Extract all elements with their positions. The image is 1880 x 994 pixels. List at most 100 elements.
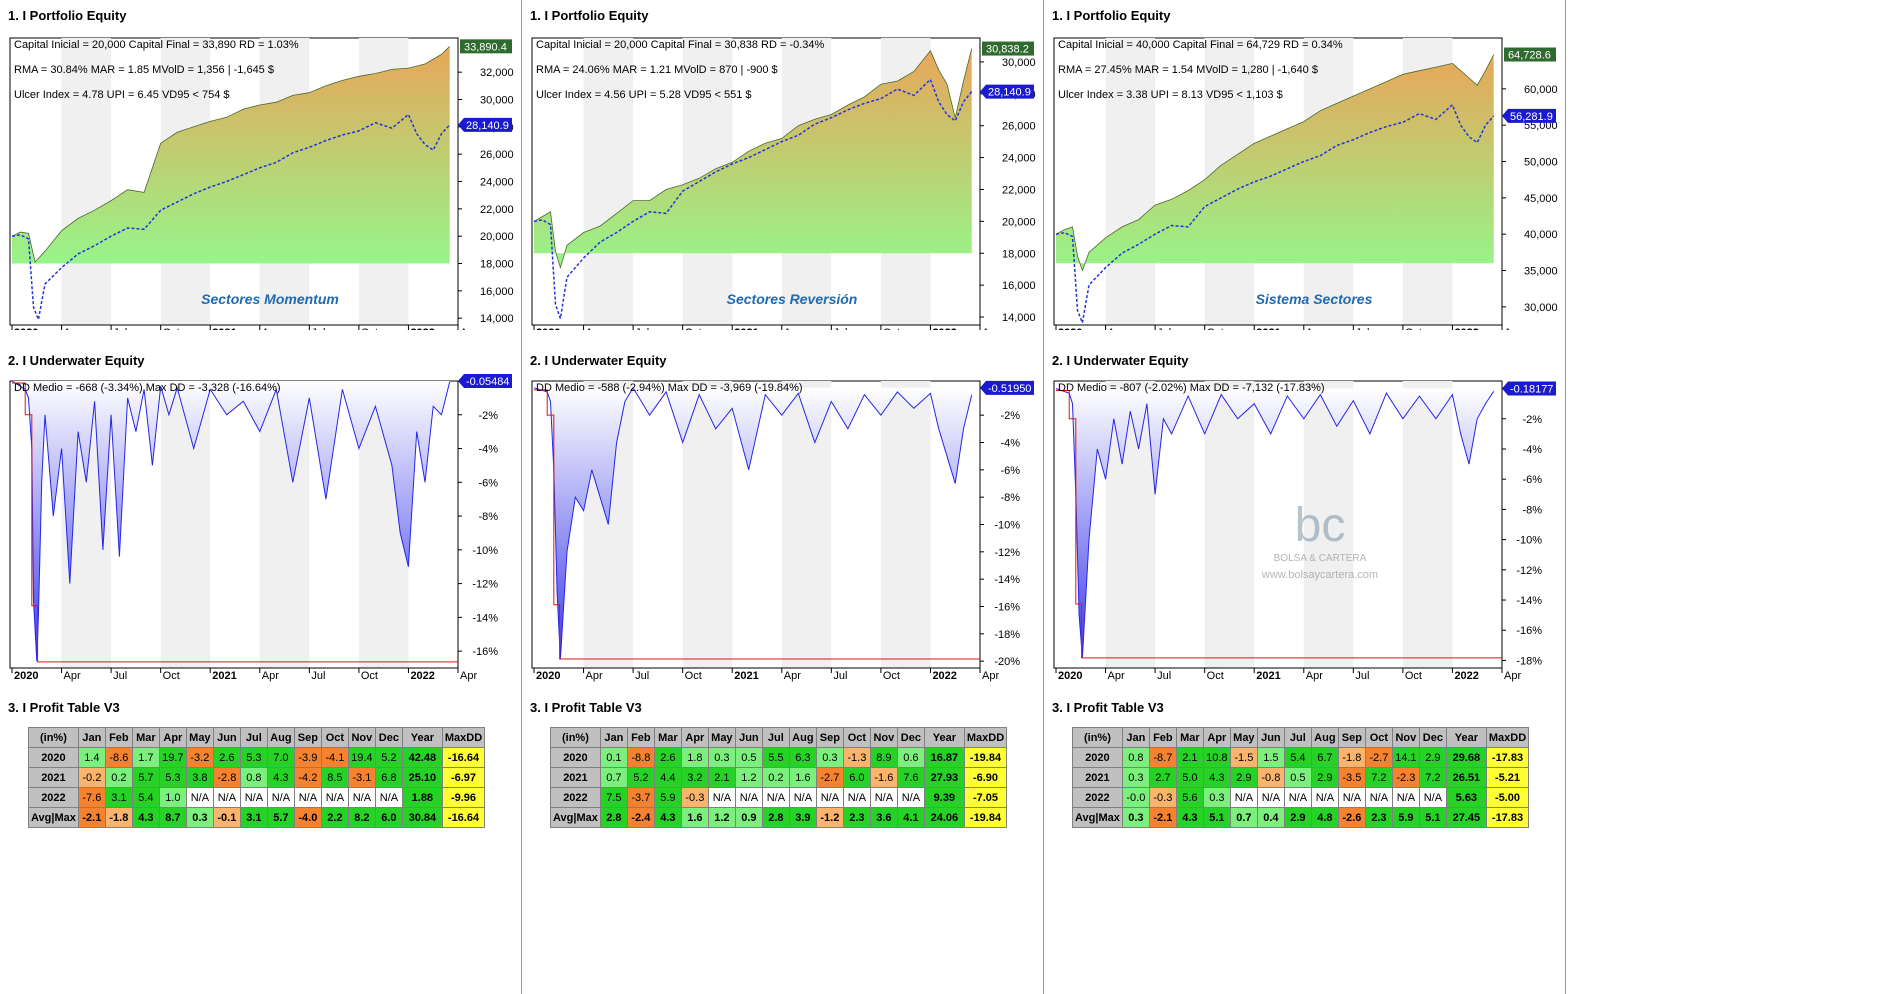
profit-table-header: Apr xyxy=(680,727,709,748)
profit-table-row: Avg|Max 0.3 -2.1 4.3 5.1 0.7 0.4 2.9 4.8 -2.6 2.3 5… xyxy=(1072,807,1530,828)
equity-y-tick-label: 20,000 xyxy=(1002,216,1036,228)
equity-x-tick-label: 2021 xyxy=(1256,327,1280,330)
profit-table-cell: -7.05 xyxy=(963,787,1008,808)
profit-table-header: Jul xyxy=(761,727,790,748)
equity-y-tick-label: 30,000 xyxy=(1524,302,1558,314)
profit-table-cell: 6.0 xyxy=(842,767,871,788)
profit-table-header: (in%) xyxy=(28,727,79,748)
profit-table-cell: -1.8 xyxy=(1337,747,1366,768)
profit-table-header: Aug xyxy=(1310,727,1339,748)
equity-y-tick-label: 16,000 xyxy=(1002,280,1036,292)
underwater-x-tick-label: Oct xyxy=(361,670,378,682)
underwater-x-tick-label: 2022 xyxy=(1454,670,1478,682)
underwater-quarter-band xyxy=(1105,381,1156,668)
underwater-x-tick-label: Apr xyxy=(1504,670,1521,682)
profit-table-cell: N/A xyxy=(1283,787,1312,808)
panel-sectores-reversion: 1. I Portfolio Equity 2020 Apr Jul Oct 2021 A… xyxy=(522,0,1044,994)
profit-table-cell: N/A xyxy=(347,787,376,808)
profit-table-header-row: (in%) Jan Feb Mar Apr May Jun Jul Aug Sep Oct Nov De… xyxy=(28,727,486,748)
equity-y-tick-label: 50,000 xyxy=(1524,157,1558,169)
profit-table-header: Jun xyxy=(1256,727,1285,748)
profit-table-cell: -0.2 xyxy=(77,767,106,788)
profit-table-cell: 30.84 xyxy=(401,807,443,828)
equity-y-tick-label: 35,000 xyxy=(1524,266,1558,278)
profit-table-row-label: 2021 xyxy=(28,767,79,788)
equity-stat-line: Ulcer Index = 3.38 UPI = 8.13 VD95 < 1,1… xyxy=(1058,89,1283,101)
profit-table-header: Nov xyxy=(347,727,376,748)
profit-table: (in%) Jan Feb Mar Apr May Jun Jul Aug Sep Oct Nov De… xyxy=(1072,727,1530,828)
underwater-x-tick-label: Apr xyxy=(1108,670,1125,682)
profit-table-cell: -3.2 xyxy=(185,747,214,768)
equity-y-tick-label: 30,000 xyxy=(480,95,514,107)
profit-table-cell: 2.1 xyxy=(1175,747,1204,768)
underwater-quarter-band xyxy=(160,381,211,668)
equity-x-tick-label: Apr xyxy=(784,327,801,330)
profit-table-cell: -7.6 xyxy=(77,787,106,808)
section-title-underwater: 2. I Underwater Equity xyxy=(530,353,667,368)
profit-table-cell: 2.3 xyxy=(842,807,871,828)
underwater-y-tick-label: -10% xyxy=(1516,535,1542,547)
profit-table-cell: 4.3 xyxy=(653,807,682,828)
profit-table-header: Mar xyxy=(1175,727,1204,748)
benchmark-value-badge-text: 56,281.9 xyxy=(1510,111,1553,123)
underwater-value-badge xyxy=(1502,381,1556,396)
benchmark-line xyxy=(533,78,973,319)
profit-table-cell: 14.1 xyxy=(1391,747,1420,768)
profit-table-header: Aug xyxy=(788,727,817,748)
profit-table-header: MaxDD xyxy=(1485,727,1530,748)
profit-table-cell: -4.1 xyxy=(320,747,349,768)
profit-table-cell: 4.3 xyxy=(131,807,160,828)
underwater-y-tick-label: -2% xyxy=(478,410,498,422)
profit-table-header: MaxDD xyxy=(963,727,1008,748)
equity-quarter-band xyxy=(1105,38,1156,325)
profit-table-cell: N/A xyxy=(761,787,790,808)
equity-y-tick-label: 14,000 xyxy=(480,313,514,325)
profit-table-header: Nov xyxy=(1391,727,1420,748)
equity-stat-line: RMA = 27.45% MAR = 1.54 MVolD = 1,280 | … xyxy=(1058,64,1318,76)
profit-table-cell: -2.6 xyxy=(1337,807,1366,828)
underwater-y-tick-label: -6% xyxy=(1000,465,1020,477)
profit-table-cell: -8.7 xyxy=(1148,747,1177,768)
underwater-y-tick-label: -18% xyxy=(1516,655,1542,667)
profit-table-row: 2020 0.1 -8.8 2.6 1.8 0.3 0.5 5.5 6.3 0.3 -1.3 8.9 0… xyxy=(550,747,1008,768)
profit-table-cell: N/A xyxy=(1229,787,1258,808)
profit-table-header: Oct xyxy=(842,727,871,748)
drawdown-area xyxy=(1056,388,1494,658)
equity-x-tick-label: Apr xyxy=(262,327,279,330)
underwater-y-tick-label: -4% xyxy=(1000,438,1020,450)
profit-table-cell: 1.7 xyxy=(131,747,160,768)
profit-table-cell: N/A xyxy=(896,787,925,808)
profit-table-cell: 2.9 xyxy=(1310,767,1339,788)
equity-area xyxy=(12,46,450,264)
profit-table-cell: 6.7 xyxy=(1310,747,1339,768)
profit-table-cell: 3.2 xyxy=(680,767,709,788)
profit-table-cell: -3.7 xyxy=(626,787,655,808)
profit-table-cell: 8.5 xyxy=(320,767,349,788)
underwater-quarter-band xyxy=(781,381,832,668)
profit-table-cell: 0.4 xyxy=(1256,807,1285,828)
profit-table-wrap: (in%) Jan Feb Mar Apr May Jun Jul Aug Sep Oct Nov De… xyxy=(1072,727,1530,828)
profit-table-cell: -8.8 xyxy=(626,747,655,768)
underwater-x-tick-label: 2021 xyxy=(734,670,758,682)
underwater-stats: DD Medio = -588 (-2.94%) Max DD = -3,969… xyxy=(536,382,803,394)
equity-x-tick-label: 2021 xyxy=(212,327,236,330)
profit-table-header: Jun xyxy=(734,727,763,748)
equity-value-badge-text: 33,890.4 xyxy=(464,41,507,53)
profit-table-cell: -19.84 xyxy=(963,747,1008,768)
profit-table-cell: 29.68 xyxy=(1445,747,1487,768)
profit-table-cell: -16.64 xyxy=(441,807,486,828)
profit-table-row-label: Avg|Max xyxy=(1072,807,1123,828)
equity-x-tick-label: 2022 xyxy=(1454,327,1478,330)
profit-table-row-label: 2021 xyxy=(550,767,601,788)
underwater-y-tick-label: -4% xyxy=(1522,444,1542,456)
underwater-x-tick-label: Jul xyxy=(311,670,325,682)
equity-quarter-band xyxy=(61,38,112,325)
profit-table-cell: N/A xyxy=(212,787,241,808)
profit-table-cell: 5.6 xyxy=(1175,787,1204,808)
profit-table-cell: 7.6 xyxy=(896,767,925,788)
underwater-x-tick-label: Jul xyxy=(635,670,649,682)
underwater-x-tick-label: 2020 xyxy=(1058,670,1082,682)
underwater-y-tick-label: -2% xyxy=(1522,414,1542,426)
profit-table-header-row: (in%) Jan Feb Mar Apr May Jun Jul Aug Sep Oct Nov De… xyxy=(1072,727,1530,748)
profit-table-cell: N/A xyxy=(1391,787,1420,808)
